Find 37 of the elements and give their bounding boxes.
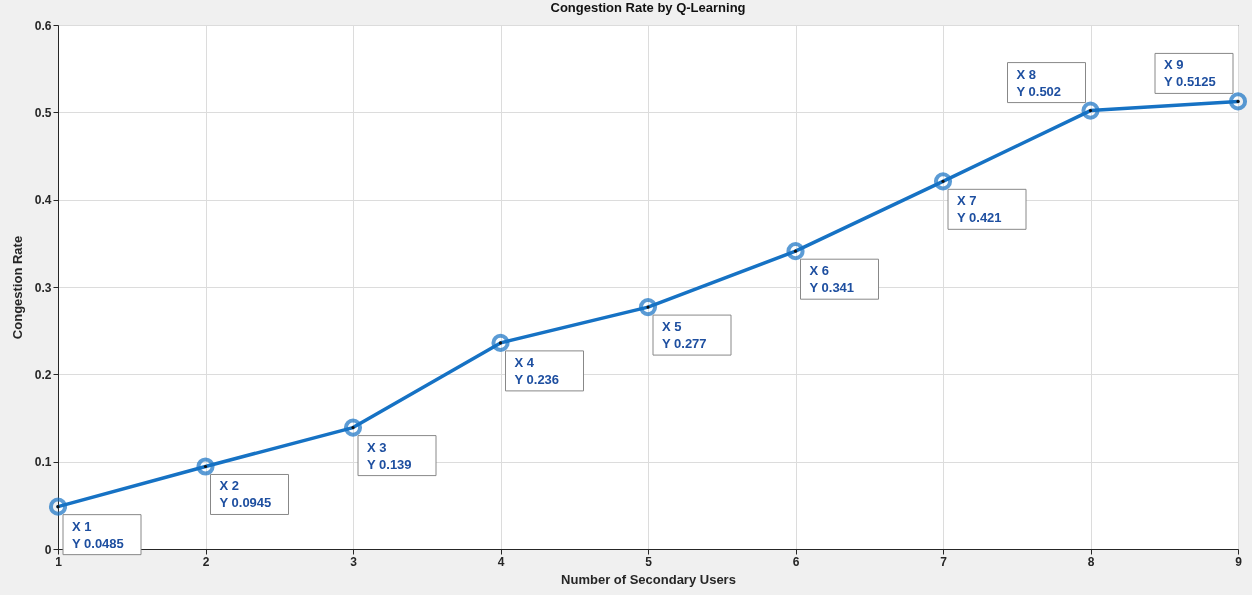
y-axis-title: Congestion Rate	[9, 235, 25, 340]
x-tick-label: 9	[1235, 554, 1243, 569]
y-tick-label: 0.1	[34, 455, 52, 470]
annotation: X 6 Y 0.341	[809, 263, 855, 296]
point	[343, 418, 363, 437]
annotation: X 9 Y 0.5125	[1164, 57, 1216, 90]
annotation: X 8 Y 0.502	[1016, 66, 1062, 99]
point	[638, 298, 658, 317]
annotation: X 7 Y 0.421	[957, 193, 1002, 226]
annotation: X 2 Y 0.0945	[219, 478, 272, 511]
x-tick-label: 4	[497, 554, 505, 569]
point	[48, 497, 68, 516]
x-tick-label: 7	[940, 554, 948, 569]
point	[1081, 101, 1100, 120]
point	[933, 172, 953, 191]
annotation: X 3 Y 0.139	[367, 439, 412, 472]
x-tick-label: 8	[1087, 554, 1095, 569]
y-tick-label: 0.2	[34, 367, 52, 382]
annotation: X 5 Y 0.277	[662, 319, 707, 352]
point	[786, 242, 805, 261]
y-tick-label: 0.6	[34, 18, 52, 33]
y-tick-label: 0.4	[34, 193, 52, 208]
x-axis-title: Number of Secondary Users	[561, 571, 736, 587]
point	[196, 457, 215, 476]
annotation: X 1 Y 0.0485	[72, 518, 124, 551]
y-tick-label: 0.5	[34, 105, 52, 120]
x-tick-label: 1	[55, 554, 63, 569]
y-tick-label: 0.3	[34, 280, 52, 295]
x-tick-label: 2	[202, 554, 210, 569]
chart-title: Congestion Rate by Q-Learning	[550, 0, 746, 15]
annotation: X 4 Y 0.236	[514, 354, 560, 387]
point	[491, 333, 510, 352]
point	[1228, 92, 1248, 111]
x-tick-label: 6	[792, 554, 800, 569]
x-tick-label: 5	[645, 554, 653, 569]
y-tick-label: 0	[44, 542, 52, 557]
x-tick-label: 3	[350, 554, 358, 569]
